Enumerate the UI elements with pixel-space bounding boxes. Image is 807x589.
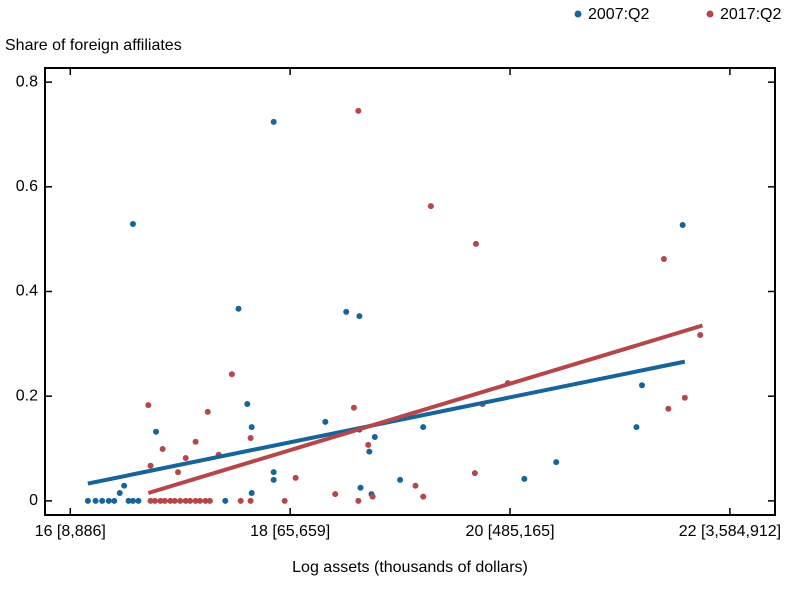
point	[679, 222, 686, 229]
point	[192, 497, 199, 504]
point	[420, 493, 427, 500]
point	[660, 256, 667, 263]
point	[159, 446, 166, 453]
point	[182, 454, 189, 461]
point	[553, 459, 560, 466]
point	[235, 305, 242, 312]
point	[187, 497, 194, 504]
legend-label: 2007:Q2	[588, 6, 649, 23]
point	[84, 497, 91, 504]
point	[343, 308, 350, 315]
point	[248, 424, 255, 431]
point	[247, 435, 254, 442]
point	[147, 497, 154, 504]
y-tick-label: 0	[29, 492, 38, 509]
point	[638, 382, 645, 389]
point	[204, 408, 211, 415]
point	[357, 484, 364, 491]
y-tick-label: 0.6	[16, 178, 38, 195]
point	[472, 240, 479, 247]
point	[355, 107, 362, 114]
point	[167, 497, 174, 504]
legend-label: 2017:Q2	[720, 6, 781, 23]
point	[427, 203, 434, 210]
point	[365, 441, 372, 448]
point	[350, 404, 357, 411]
x-tick-label: 22 [3,584,912]	[679, 523, 781, 540]
legend-marker	[574, 10, 582, 18]
point	[177, 497, 184, 504]
point	[153, 428, 160, 435]
point	[420, 424, 427, 431]
point	[125, 497, 132, 504]
point	[247, 497, 254, 504]
point	[665, 405, 672, 412]
point	[147, 462, 154, 469]
point	[105, 497, 112, 504]
point	[697, 331, 704, 338]
point	[521, 475, 528, 482]
point	[681, 394, 688, 401]
point	[369, 493, 376, 500]
point	[206, 497, 213, 504]
point	[116, 490, 123, 497]
point	[244, 401, 251, 408]
point	[99, 497, 106, 504]
point	[129, 220, 136, 227]
y-tick-label: 0.8	[16, 73, 38, 90]
point	[151, 497, 158, 504]
point	[175, 469, 182, 476]
point	[633, 424, 640, 431]
plot-frame	[44, 67, 776, 516]
point	[171, 497, 178, 504]
point	[161, 497, 168, 504]
point	[129, 497, 136, 504]
trend-line	[147, 323, 704, 495]
point	[197, 497, 204, 504]
x-tick-label: 16 [8,886]	[35, 523, 106, 540]
point	[292, 474, 299, 481]
point	[145, 402, 152, 409]
point	[192, 438, 199, 445]
point	[322, 418, 329, 425]
legend-marker	[706, 10, 714, 18]
point	[371, 434, 378, 441]
point	[222, 497, 229, 504]
x-tick-label: 20 [485,165]	[466, 523, 555, 540]
point	[270, 118, 277, 125]
point	[397, 476, 404, 483]
point	[355, 497, 362, 504]
point	[121, 482, 128, 489]
point	[332, 491, 339, 498]
point	[366, 448, 373, 455]
x-axis-title: Log assets (thousands of dollars)	[292, 559, 528, 576]
point	[182, 497, 189, 504]
point	[135, 497, 142, 504]
point	[471, 470, 478, 477]
y-tick-label: 0.4	[16, 283, 38, 300]
point	[248, 490, 255, 497]
point	[412, 482, 419, 489]
point	[202, 497, 209, 504]
x-tick-label: 18 [65,659]	[250, 523, 330, 540]
point	[356, 313, 363, 320]
point	[228, 371, 235, 378]
point	[157, 497, 164, 504]
point	[270, 469, 277, 476]
point	[92, 497, 99, 504]
y-axis-title: Share of foreign affiliates	[5, 37, 182, 54]
point	[237, 497, 244, 504]
y-tick-label: 0.2	[16, 387, 38, 404]
point	[270, 476, 277, 483]
point	[111, 497, 118, 504]
point	[281, 497, 288, 504]
